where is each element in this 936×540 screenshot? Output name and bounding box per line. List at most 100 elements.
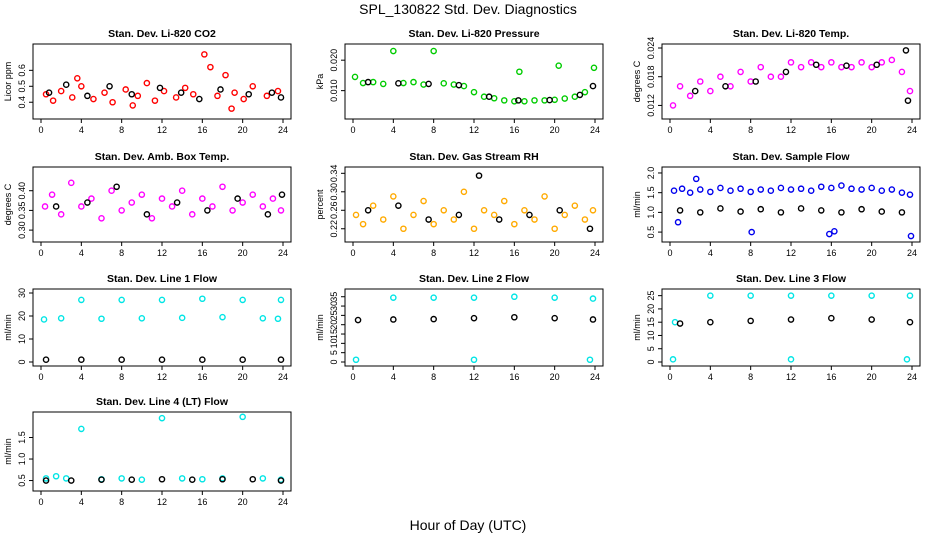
data-point xyxy=(748,228,755,236)
data-point xyxy=(906,191,914,198)
data-point xyxy=(42,477,50,484)
y-tick-label: 15 xyxy=(329,329,339,339)
data-point xyxy=(722,82,729,90)
data-point xyxy=(787,292,795,299)
data-point xyxy=(470,314,478,322)
data-point xyxy=(269,195,277,202)
data-point xyxy=(128,476,136,483)
y-tick-label: 10 xyxy=(329,338,339,348)
data-point xyxy=(787,59,795,66)
data-point xyxy=(470,225,478,233)
plot-frame xyxy=(661,43,921,120)
data-point xyxy=(797,205,805,212)
data-point xyxy=(500,197,508,205)
chart-panel-3: Stan. Dev. Li-820 Temp. degrees C 0.012 0.0… xyxy=(632,28,921,135)
x-tick-label: 16 xyxy=(509,248,519,258)
data-point xyxy=(134,92,142,100)
data-point xyxy=(787,186,795,193)
data-point xyxy=(676,207,684,214)
data-point xyxy=(777,73,785,81)
data-point xyxy=(395,202,402,209)
x-tick-label: 12 xyxy=(157,497,167,507)
x-tick-label: 12 xyxy=(157,125,167,135)
x-tick-label: 24 xyxy=(278,497,288,507)
data-point xyxy=(561,95,569,102)
data-point xyxy=(178,475,186,482)
data-point xyxy=(217,86,224,93)
data-point xyxy=(410,78,417,86)
data-point xyxy=(807,187,815,195)
chart-panel-4: Stan. Dev. Amb. Box Temp.degrees C0.300.… xyxy=(3,151,292,258)
x-tick-label: 8 xyxy=(431,125,436,135)
data-point xyxy=(259,203,267,210)
data-point xyxy=(581,88,589,96)
y-tick-label: 15 xyxy=(646,317,656,327)
x-tick-label: 4 xyxy=(391,372,396,382)
data-point xyxy=(752,78,760,85)
chart-panel-2: Stan. Dev. Li-820 Pressure kPa 0.010 0.020 0… xyxy=(315,28,604,135)
data-point xyxy=(219,183,226,191)
y-tick-label: 25 xyxy=(329,310,339,320)
data-point xyxy=(888,186,896,193)
x-tick-label: 0 xyxy=(667,248,672,258)
x-tick-label: 20 xyxy=(550,125,560,135)
data-point xyxy=(390,294,397,301)
data-point xyxy=(410,211,417,219)
data-point xyxy=(231,89,238,96)
data-point xyxy=(390,47,397,55)
data-point xyxy=(400,225,407,233)
data-point xyxy=(239,413,246,421)
data-point xyxy=(98,315,105,323)
x-tick-label: 12 xyxy=(786,372,796,382)
x-tick-label: 0 xyxy=(667,372,672,382)
panel-title: Stan. Dev. Li-820 Pressure xyxy=(408,28,539,40)
data-point xyxy=(571,202,579,209)
x-tick-label: 4 xyxy=(391,248,396,258)
y-tick-label: 1.5 xyxy=(17,431,27,444)
x-tick-label: 12 xyxy=(469,372,479,382)
x-tick-label: 16 xyxy=(197,372,207,382)
x-tick-label: 12 xyxy=(786,125,796,135)
data-point xyxy=(561,211,569,219)
y-tick-label: 10 xyxy=(17,334,27,344)
data-point xyxy=(148,214,156,222)
y-tick-label: 0.26 xyxy=(329,202,339,220)
data-point xyxy=(696,78,704,85)
data-point xyxy=(589,82,597,90)
data-point xyxy=(129,102,137,109)
data-point xyxy=(214,92,221,100)
data-point xyxy=(277,94,285,101)
data-point xyxy=(158,475,166,483)
data-point xyxy=(390,193,397,200)
x-tick-label: 0 xyxy=(38,125,43,135)
y-axis-label: ml/min xyxy=(632,314,642,341)
data-point xyxy=(906,87,914,95)
data-point xyxy=(868,316,875,323)
data-point xyxy=(228,105,235,112)
data-point xyxy=(219,313,226,321)
data-point xyxy=(430,315,437,323)
data-point xyxy=(364,206,372,214)
data-point xyxy=(767,73,775,81)
data-point xyxy=(204,207,211,214)
data-point xyxy=(49,97,57,104)
y-axis-label: ml/min xyxy=(3,314,13,341)
data-point xyxy=(782,68,790,76)
data-point xyxy=(196,95,203,103)
x-tick-label: 8 xyxy=(119,248,124,258)
data-point xyxy=(526,211,533,219)
data-point xyxy=(812,61,820,69)
data-point xyxy=(826,230,833,238)
data-point xyxy=(138,314,146,322)
data-point xyxy=(903,356,911,363)
x-tick-label: 20 xyxy=(867,125,877,135)
data-point xyxy=(352,211,360,219)
data-point xyxy=(707,292,714,299)
x-tick-label: 8 xyxy=(119,372,124,382)
y-tick-label: 0.012 xyxy=(646,94,656,117)
data-point xyxy=(589,206,597,214)
data-point xyxy=(239,296,246,304)
data-point xyxy=(249,191,257,198)
data-point xyxy=(455,211,463,219)
data-point xyxy=(425,216,432,223)
